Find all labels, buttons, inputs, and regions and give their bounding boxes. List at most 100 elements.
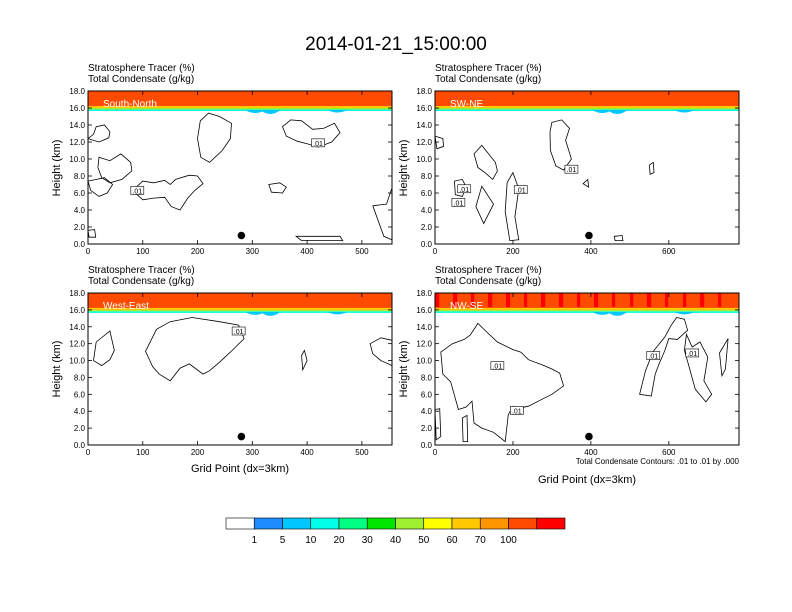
x-tick-label: 200 bbox=[506, 448, 520, 457]
tracer-band-40 bbox=[88, 309, 392, 312]
y-tick-label: 18.0 bbox=[416, 87, 432, 96]
tracer-stripe bbox=[683, 293, 685, 307]
tracer-intrusion bbox=[245, 110, 266, 113]
panel-header-line1: Stratosphere Tracer (%) bbox=[88, 63, 195, 74]
colorbar-swatch bbox=[536, 517, 566, 530]
contour-label: .01 bbox=[459, 187, 469, 194]
condensate-contour bbox=[549, 119, 572, 171]
contour-label: .01 bbox=[234, 329, 244, 336]
x-tick-label: 200 bbox=[191, 247, 205, 256]
y-tick-label: 2.0 bbox=[421, 424, 433, 433]
contour-label: .01 bbox=[567, 167, 577, 174]
colorbar-swatch bbox=[366, 517, 396, 530]
x-axis-label: Grid Point (dx=3km) bbox=[191, 463, 289, 475]
y-tick-label: 2.0 bbox=[74, 424, 86, 433]
x-tick-label: 100 bbox=[136, 247, 150, 256]
condensate-contour bbox=[93, 330, 115, 367]
tracer-stripe bbox=[614, 293, 616, 307]
contour-label-box bbox=[490, 361, 505, 370]
y-axis-label: Height (km) bbox=[51, 341, 63, 398]
colorbar-label: 70 bbox=[475, 535, 487, 546]
tracer-stripe bbox=[524, 293, 526, 307]
y-tick-label: 6.0 bbox=[74, 390, 86, 399]
y-tick-label: 4.0 bbox=[421, 206, 433, 215]
plot-area: SW-NE .01 .01 .01 .01 bbox=[435, 91, 739, 242]
tracer-stripe bbox=[436, 293, 438, 307]
tracer-stripe bbox=[506, 293, 508, 307]
tracer-stripe bbox=[597, 293, 599, 307]
tracer-stripe bbox=[507, 293, 509, 307]
y-tick-label: 0.0 bbox=[74, 441, 86, 450]
condensate-contour bbox=[440, 322, 565, 443]
colorbar-swatch bbox=[508, 517, 538, 530]
tracer-stripe bbox=[650, 293, 652, 307]
tracer-intrusion bbox=[674, 110, 695, 113]
y-tick-label: 8.0 bbox=[74, 172, 86, 181]
y-tick-label: 12.0 bbox=[416, 340, 432, 349]
plot-area: South-North .01 .01 bbox=[88, 91, 392, 241]
y-tick-label: 2.0 bbox=[421, 223, 433, 232]
condensate-contour bbox=[369, 337, 392, 367]
y-tick-label: 16.0 bbox=[416, 104, 432, 113]
colorbar-swatch bbox=[338, 517, 368, 530]
tracer-layer bbox=[435, 91, 739, 108]
panel-west-east: Stratosphere Tracer (%) Total Condensate… bbox=[69, 265, 393, 457]
panel-frame bbox=[434, 292, 740, 446]
tracer-stripe bbox=[489, 293, 491, 307]
x-tick-label: 300 bbox=[246, 448, 260, 457]
condensate-contour bbox=[648, 161, 655, 175]
tracer-band-20 bbox=[435, 109, 739, 111]
tracer-stripe bbox=[455, 293, 457, 307]
panel-header-line2: Total Condensate (g/kg) bbox=[88, 276, 194, 287]
condensate-contour bbox=[475, 185, 494, 225]
y-tick-label: 12.0 bbox=[416, 138, 432, 147]
contour-label-box bbox=[130, 186, 145, 195]
y-tick-label: 10.0 bbox=[416, 357, 432, 366]
x-tick-label: 500 bbox=[355, 448, 369, 457]
condensate-contour bbox=[719, 338, 729, 378]
tracer-stripe bbox=[437, 293, 439, 307]
tracer-stripe bbox=[701, 293, 703, 307]
contour-label: .01 bbox=[687, 351, 697, 358]
tracer-stripe bbox=[648, 293, 650, 307]
tracer-stripe bbox=[491, 293, 493, 307]
condensate-contour bbox=[135, 174, 204, 211]
condensate-contour bbox=[97, 153, 133, 184]
tracer-stripe bbox=[595, 293, 597, 307]
y-tick-label: 16.0 bbox=[69, 104, 85, 113]
tracer-intrusion bbox=[327, 110, 348, 113]
tracer-band-70 bbox=[435, 307, 739, 310]
contour-label: .01 bbox=[516, 188, 526, 195]
tracer-stripe bbox=[490, 293, 492, 307]
contour-label-box bbox=[311, 138, 325, 148]
x-tick-label: 0 bbox=[86, 448, 91, 457]
tracer-stripe bbox=[700, 293, 702, 307]
condensate-contour bbox=[197, 112, 232, 163]
tracer-layer bbox=[88, 293, 392, 310]
contour-label-box bbox=[451, 198, 466, 207]
colorbar-swatch bbox=[451, 517, 481, 530]
x-tick-label: 100 bbox=[136, 448, 150, 457]
contour-label-box bbox=[564, 164, 579, 174]
tracer-stripe bbox=[560, 293, 562, 307]
x-tick-label: 400 bbox=[300, 448, 314, 457]
condensate-contour bbox=[88, 124, 111, 143]
condensate-contour bbox=[88, 177, 114, 197]
colorbar-swatch bbox=[282, 517, 312, 530]
panel-header-line1: Stratosphere Tracer (%) bbox=[435, 265, 542, 276]
panel-header-line2: Total Condensate (g/kg) bbox=[88, 74, 194, 85]
panel-frame bbox=[434, 90, 740, 245]
tracer-stripe bbox=[666, 293, 668, 307]
tracer-stripe bbox=[719, 293, 721, 307]
y-axis-label: Height (km) bbox=[398, 140, 410, 197]
tracer-band-20 bbox=[88, 311, 392, 313]
contour-label-box bbox=[646, 351, 661, 360]
tracer-stripe bbox=[473, 293, 475, 307]
contour-label: .01 bbox=[512, 408, 522, 415]
y-tick-label: 0.0 bbox=[421, 240, 433, 249]
tracer-stripe bbox=[594, 293, 596, 307]
tracer-band-70 bbox=[435, 106, 739, 108]
y-tick-label: 18.0 bbox=[416, 289, 432, 298]
contour-label-box bbox=[231, 326, 246, 336]
colorbar-label: 30 bbox=[362, 535, 374, 546]
